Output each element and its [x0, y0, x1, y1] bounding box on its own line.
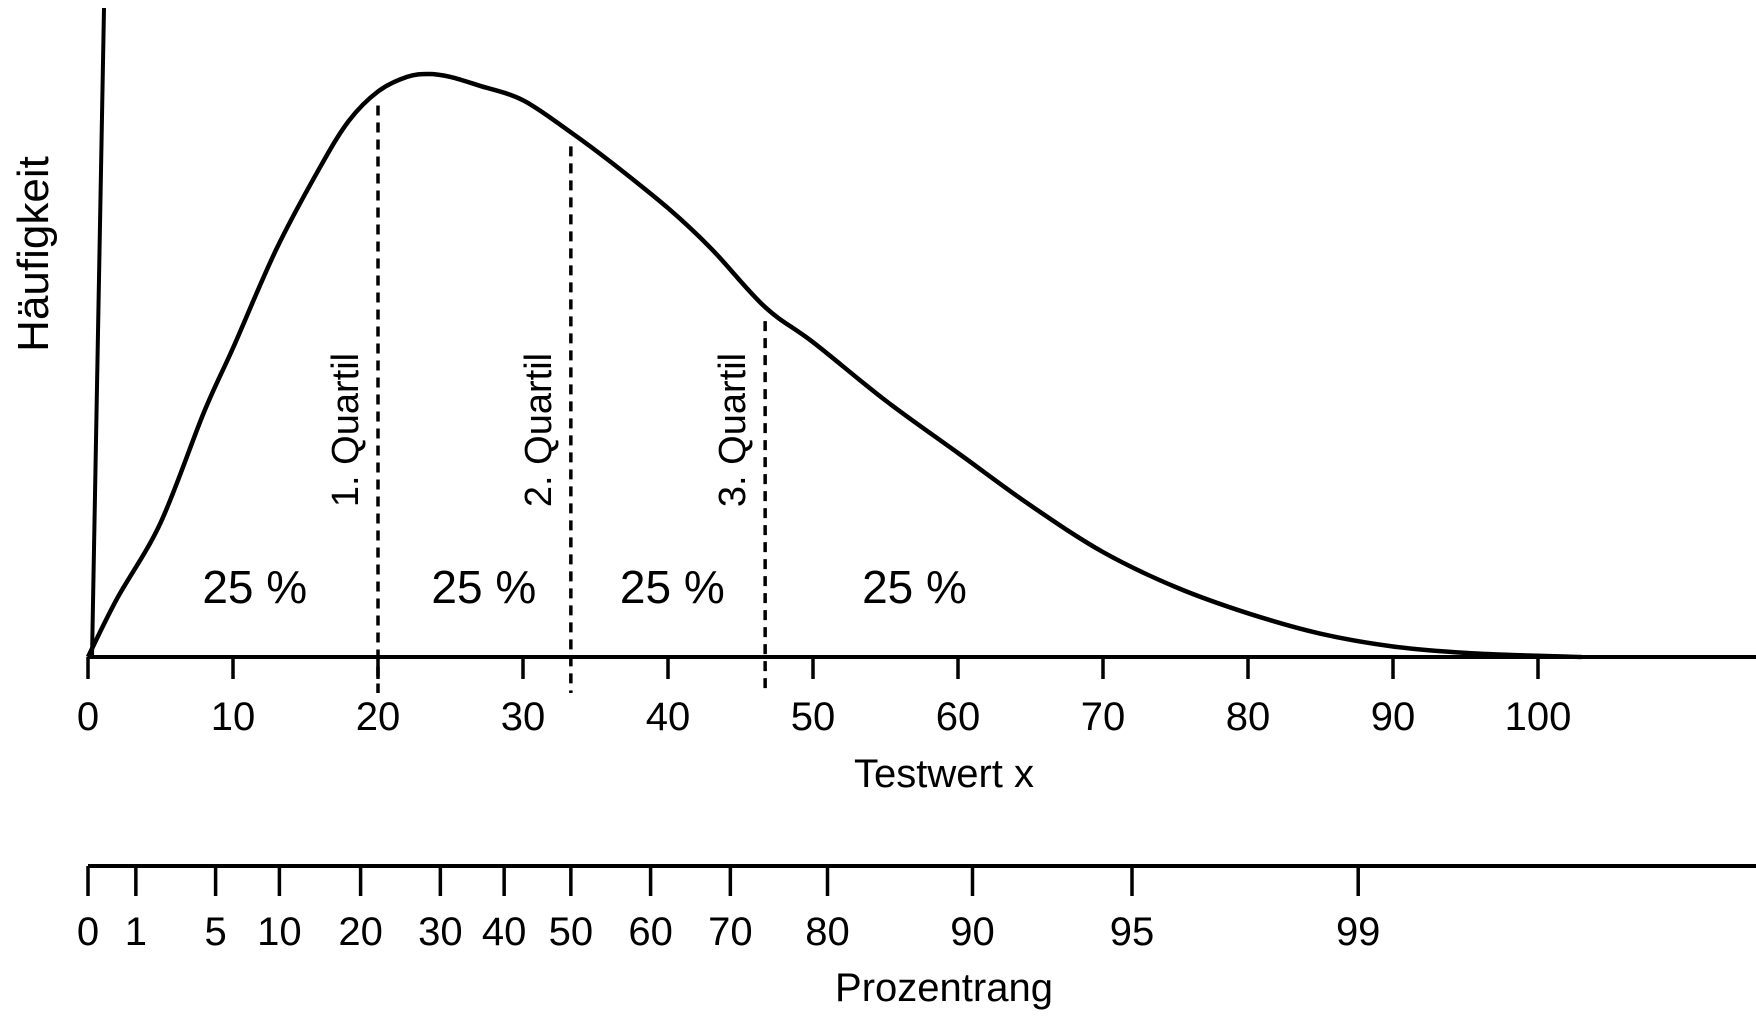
percentile-tick-label-90: 90 — [950, 910, 995, 954]
x-tick-label-0: 0 — [77, 695, 99, 739]
x-tick-label-40: 40 — [646, 695, 691, 739]
percentile-tick-label-40: 40 — [482, 910, 527, 954]
x-tick-label-90: 90 — [1371, 695, 1416, 739]
percentile-tick-label-30: 30 — [418, 910, 463, 954]
x-axis-label: Testwert x — [854, 752, 1034, 796]
region-label-2: 25 % — [431, 561, 536, 613]
percentile-tick-label-0: 0 — [77, 910, 99, 954]
quartile-label-2: 2. Quartil — [518, 353, 560, 507]
percentile-ticks-group: 0 1 5 10 20 30 40 50 60 70 80 90 95 99 — [77, 866, 1381, 954]
x-tick-label-60: 60 — [936, 695, 981, 739]
quartile-label-3: 3. Quartil — [712, 353, 754, 507]
axes-group — [88, 7, 1756, 868]
percentile-tick-label-99: 99 — [1336, 910, 1381, 954]
x-tick-label-80: 80 — [1226, 695, 1271, 739]
curve-group — [85, 71, 1582, 660]
percentile-tick-label-10: 10 — [257, 910, 302, 954]
x-tick-label-50: 50 — [791, 695, 836, 739]
percentile-tick-label-80: 80 — [805, 910, 850, 954]
percentile-tick-label-60: 60 — [628, 910, 673, 954]
percentile-tick-label-95: 95 — [1110, 910, 1155, 954]
x-tick-label-30: 30 — [501, 695, 546, 739]
x-tick-label-10: 10 — [211, 695, 256, 739]
region-label-4: 25 % — [862, 561, 967, 613]
x-tick-label-20: 20 — [356, 695, 401, 739]
percentile-axis-label: Prozentrang — [835, 966, 1053, 1010]
y-axis-label: Häufigkeit — [9, 156, 58, 352]
y-axis-line — [90, 7, 106, 658]
percentile-tick-label-20: 20 — [338, 910, 383, 954]
region-label-3: 25 % — [620, 561, 725, 613]
x-ticks-group: 0 10 20 30 40 50 60 70 80 90 100 — [77, 657, 1572, 739]
x-tick-label-100: 100 — [1505, 695, 1572, 739]
percentile-tick-label-50: 50 — [549, 910, 594, 954]
density-curve — [85, 71, 1582, 660]
x-tick-label-70: 70 — [1081, 695, 1126, 739]
region-label-1: 25 % — [202, 561, 307, 613]
percentile-tick-label-70: 70 — [708, 910, 753, 954]
percentile-tick-label-5: 5 — [204, 910, 226, 954]
quartiles-group: 1. Quartil 2. Quartil 3. Quartil — [325, 105, 767, 693]
regions-group: 25 % 25 % 25 % 25 % — [202, 561, 967, 613]
percentile-tick-label-1: 1 — [125, 910, 147, 954]
quartile-label-1: 1. Quartil — [325, 353, 367, 507]
